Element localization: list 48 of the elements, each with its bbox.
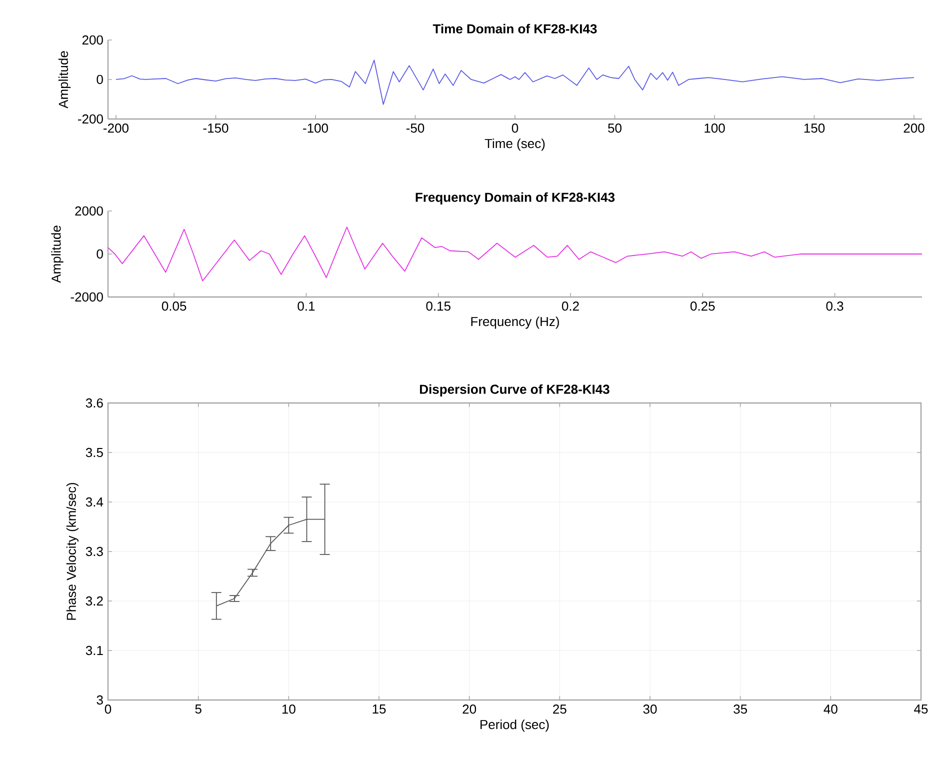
- y-axis-title: Amplitude: [51, 226, 64, 283]
- x-tick-label: 40: [824, 704, 838, 714]
- y-tick-label: 3.6: [86, 398, 103, 408]
- x-tick-label: 35: [734, 704, 748, 714]
- y-axis-title: Amplitude: [58, 51, 71, 108]
- chart-title: Dispersion Curve of KF28-KI43: [420, 384, 610, 396]
- x-tick-label: 25: [553, 704, 566, 714]
- x-axis-title: Frequency (Hz): [471, 316, 559, 329]
- x-tick-label: -50: [406, 124, 424, 133]
- x-tick-label: 200: [904, 124, 924, 133]
- x-tick-label: 45: [914, 704, 928, 714]
- y-tick-label: 2000: [75, 206, 103, 216]
- y-tick-label: 0: [96, 249, 103, 259]
- x-tick-label: -100: [303, 124, 328, 133]
- y-tick-label: 3.1: [86, 646, 103, 656]
- x-axis-title: Period (sec): [480, 720, 549, 732]
- y-tick-label: 3.3: [86, 546, 103, 556]
- x-tick-label: 50: [608, 124, 622, 133]
- y-tick-label: -200: [78, 114, 103, 124]
- x-tick-label: 0.05: [162, 302, 186, 311]
- x-tick-label: -200: [104, 124, 128, 133]
- y-tick-label: 0: [96, 74, 103, 84]
- x-tick-label: 0.25: [690, 302, 715, 311]
- x-tick-label: 30: [643, 704, 657, 714]
- x-axis-title: Time (sec): [484, 138, 545, 151]
- line-series: [116, 60, 914, 105]
- y-tick-label: -2000: [70, 292, 103, 302]
- x-tick-label: -150: [203, 124, 228, 133]
- x-tick-label: 15: [372, 704, 386, 714]
- x-tick-label: 150: [804, 124, 825, 133]
- chart-title: Time Domain of KF28-KI43: [432, 24, 597, 34]
- x-tick-label: 100: [704, 124, 725, 133]
- x-tick-label: 10: [282, 704, 296, 714]
- y-axis-title: Phase Velocity (km/sec): [66, 482, 79, 620]
- x-tick-label: 5: [195, 704, 202, 714]
- x-tick-label: 20: [462, 704, 476, 714]
- x-tick-label: 0.15: [426, 302, 450, 311]
- chart-title: Frequency Domain of KF28-KI43: [416, 192, 615, 204]
- x-tick-label: 0.3: [826, 302, 844, 311]
- x-tick-label: 0.1: [298, 302, 315, 311]
- x-tick-label: 0.2: [562, 302, 579, 311]
- y-tick-label: 3.2: [86, 596, 103, 606]
- y-tick-label: 3: [96, 695, 103, 705]
- x-tick-label: 0: [512, 124, 518, 133]
- y-tick-label: 200: [82, 35, 103, 45]
- x-tick-label: 0: [104, 704, 112, 714]
- y-tick-label: 3.5: [86, 448, 103, 458]
- y-tick-label: 3.4: [86, 497, 104, 507]
